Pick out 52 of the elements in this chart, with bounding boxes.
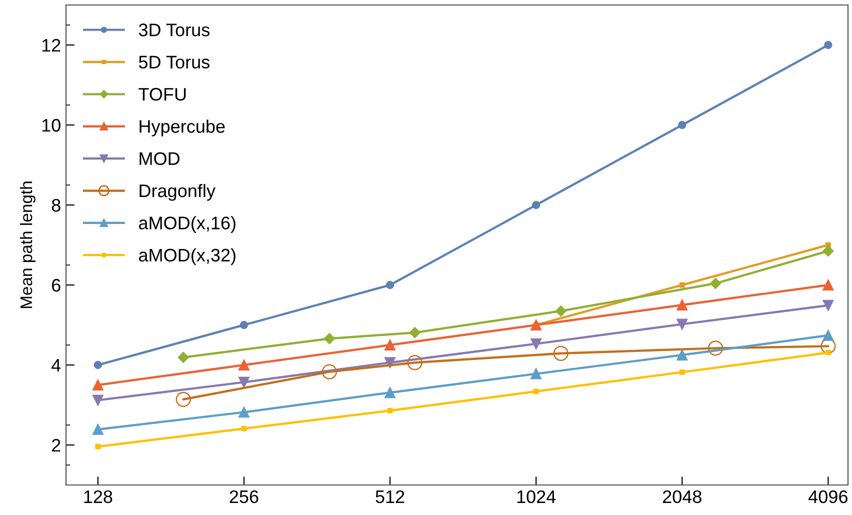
point bbox=[94, 360, 102, 370]
point bbox=[384, 340, 396, 350]
point bbox=[238, 376, 250, 388]
point bbox=[676, 300, 688, 310]
point bbox=[678, 120, 686, 130]
y-tick-label: 6 bbox=[52, 278, 60, 292]
y-tick-label: 8 bbox=[52, 198, 60, 212]
legend-label: aMOD(x,32) bbox=[138, 248, 236, 266]
point bbox=[532, 200, 540, 210]
point bbox=[825, 350, 831, 356]
x-tick-label: 4096 bbox=[808, 490, 848, 504]
legend-label: Dragonfly bbox=[140, 184, 216, 201]
point bbox=[822, 330, 834, 341]
point bbox=[820, 338, 836, 354]
point bbox=[822, 245, 834, 257]
point bbox=[238, 406, 250, 418]
point bbox=[822, 300, 834, 311]
legend-label: MOD bbox=[140, 152, 180, 166]
point bbox=[387, 408, 393, 414]
point bbox=[676, 318, 688, 330]
x-tick-label: 2048 bbox=[662, 490, 702, 504]
point bbox=[679, 369, 685, 375]
point bbox=[92, 424, 104, 435]
point bbox=[240, 320, 248, 330]
y-tick-label: 12 bbox=[42, 38, 60, 52]
x-tick-label: 512 bbox=[376, 490, 404, 504]
y-axis-title: Mean path length bbox=[20, 182, 36, 308]
point bbox=[533, 388, 539, 394]
point bbox=[92, 394, 104, 406]
point bbox=[822, 280, 834, 290]
x-tick-label: 1024 bbox=[517, 490, 556, 504]
point bbox=[386, 280, 394, 290]
legend-label: 3D Torus bbox=[138, 24, 210, 36]
legend-label: Hypercube bbox=[140, 120, 225, 136]
legend-label: 5D Torus bbox=[138, 56, 210, 68]
point bbox=[530, 368, 542, 380]
point bbox=[92, 380, 104, 390]
y-tick-label: 4 bbox=[52, 359, 61, 372]
legend-label: TOFU bbox=[138, 88, 186, 101]
point bbox=[95, 444, 101, 450]
point bbox=[530, 338, 542, 350]
x-tick-label: 128 bbox=[84, 490, 112, 504]
point bbox=[241, 426, 247, 432]
point bbox=[530, 320, 542, 330]
point bbox=[676, 350, 688, 360]
point bbox=[824, 40, 832, 50]
y-tick-label: 10 bbox=[42, 118, 60, 132]
x-tick-label: 256 bbox=[230, 490, 258, 504]
y-tick-label: 2 bbox=[52, 438, 60, 452]
point bbox=[384, 387, 396, 398]
point bbox=[238, 360, 250, 370]
legend-label: aMOD(x,16) bbox=[138, 216, 236, 233]
